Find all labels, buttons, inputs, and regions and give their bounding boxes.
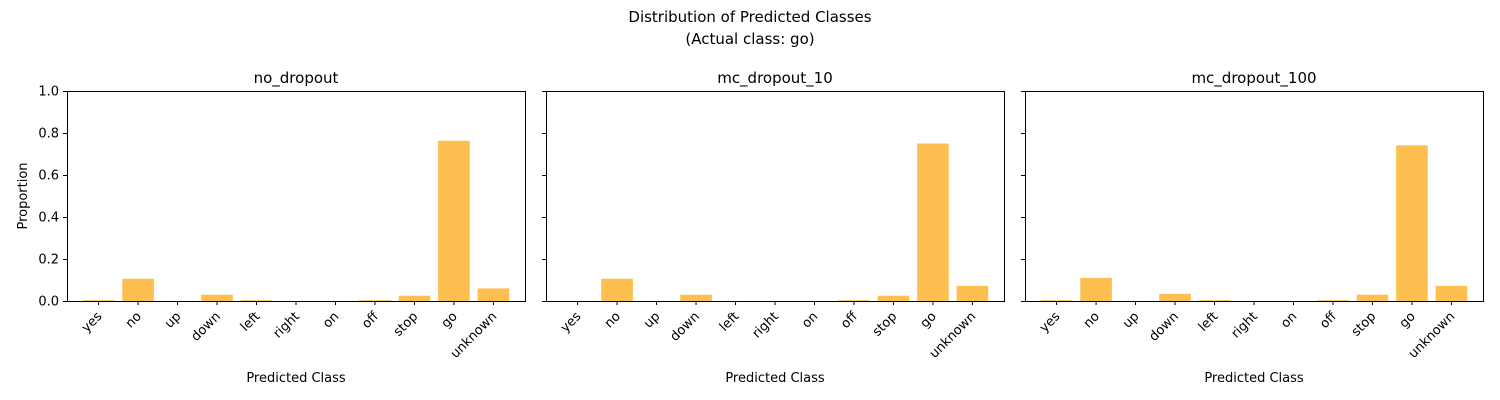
- bar-go: [917, 143, 949, 301]
- bar-no: [601, 278, 633, 301]
- bar-stop: [1356, 294, 1389, 301]
- bar-down: [1159, 293, 1191, 301]
- figure-suptitle-line1: Distribution of Predicted Classes: [628, 8, 871, 26]
- x-tick-label-go: go: [1397, 309, 1419, 331]
- bar-off: [1317, 300, 1349, 301]
- x-tick-label-on: on: [320, 309, 342, 331]
- x-tick-label-no: no: [1081, 309, 1103, 331]
- bar-stop: [877, 295, 910, 301]
- bar-off: [359, 300, 391, 301]
- bar-unknown: [477, 288, 510, 301]
- x-tick-label-right: right: [750, 309, 782, 341]
- x-tick-label-no: no: [123, 309, 145, 331]
- x-tick-label-off: off: [359, 308, 382, 331]
- bar-go: [438, 140, 470, 301]
- y-tick-label: 0.6: [38, 169, 59, 184]
- x-axis-label: Predicted Class: [246, 371, 346, 386]
- x-tick-label-go: go: [439, 309, 461, 331]
- bar-left: [1198, 300, 1231, 301]
- x-tick-label-down: down: [667, 309, 702, 344]
- bar-no: [122, 278, 154, 301]
- bar-off: [838, 300, 870, 301]
- x-tick-label-on: on: [1278, 309, 1300, 331]
- bar-unknown: [1435, 285, 1468, 301]
- x-axis-label: Predicted Class: [1204, 371, 1304, 386]
- x-tick-label-stop: stop: [1349, 309, 1379, 339]
- x-tick-label-up: up: [641, 309, 663, 331]
- y-tick-label: 1.0: [38, 85, 59, 100]
- panel-title: mc_dropout_100: [1191, 69, 1316, 88]
- x-tick-label-down: down: [1146, 309, 1181, 344]
- panel-no_dropout: no_dropout 0.0 0.2 0.4 0.6 0.8 1.0 yes no up down l…: [16, 69, 526, 386]
- x-tick-label-yes: yes: [558, 309, 585, 336]
- x-tick-label-no: no: [602, 309, 624, 331]
- x-tick-label-left: left: [717, 309, 743, 335]
- bar-left: [240, 300, 273, 301]
- x-tick-label-go: go: [918, 309, 940, 331]
- x-tick-label-yes: yes: [1037, 309, 1064, 336]
- y-tick-label: 0.2: [38, 253, 59, 268]
- figure-suptitle-line2: (Actual class: go): [685, 30, 814, 48]
- x-axis-label: Predicted Class: [725, 371, 825, 386]
- bar-stop: [398, 295, 431, 301]
- x-tick-label-stop: stop: [870, 309, 900, 339]
- y-tick-label: 0.0: [38, 295, 59, 310]
- x-tick-label-off: off: [838, 308, 861, 331]
- bar-down: [680, 294, 712, 301]
- y-tick-label: 0.8: [38, 127, 59, 142]
- x-tick-label-left: left: [238, 309, 264, 335]
- x-tick-label-up: up: [162, 309, 184, 331]
- x-tick-label-on: on: [799, 309, 821, 331]
- x-tick-label-yes: yes: [79, 309, 106, 336]
- bar-yes: [1040, 300, 1073, 301]
- panel-title: mc_dropout_10: [717, 69, 833, 88]
- y-tick-label: 0.4: [38, 211, 59, 226]
- bar-no: [1080, 277, 1112, 301]
- x-tick-label-right: right: [271, 309, 303, 341]
- x-tick-label-left: left: [1196, 309, 1222, 335]
- panel-title: no_dropout: [254, 69, 339, 88]
- bar-yes: [82, 300, 115, 301]
- x-tick-label-right: right: [1229, 309, 1261, 341]
- bar-unknown: [956, 285, 989, 301]
- x-tick-label-off: off: [1317, 308, 1340, 331]
- bar-go: [1396, 145, 1428, 301]
- x-tick-label-up: up: [1120, 309, 1142, 331]
- bar-down: [201, 294, 233, 301]
- y-axis-label: Proportion: [16, 162, 31, 229]
- x-tick-label-stop: stop: [391, 309, 421, 339]
- x-tick-label-down: down: [188, 309, 223, 344]
